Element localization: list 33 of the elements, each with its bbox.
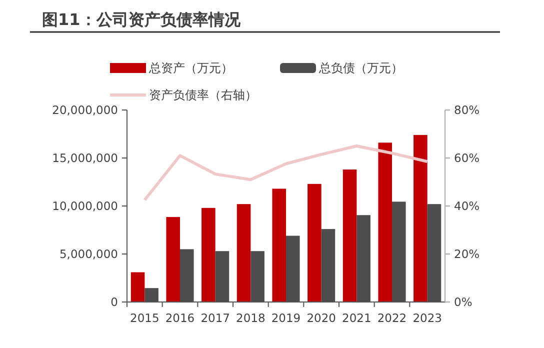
bar	[414, 134, 428, 302]
y2-tick-label: 40%	[454, 199, 480, 214]
line-series	[143, 144, 429, 202]
bar	[166, 217, 180, 302]
bar	[130, 272, 145, 302]
legend-label: 资产负债率（右轴）	[149, 88, 257, 102]
y2-tick-label: 80%	[454, 103, 480, 118]
x-tick-label: 2016	[165, 311, 195, 325]
chart-title: 图11：公司资产负债率情况	[42, 10, 242, 29]
y-tick-label: 15,000,000	[52, 151, 118, 166]
bar	[342, 170, 357, 302]
x-tick-label: 2020	[306, 311, 336, 325]
bar	[272, 188, 286, 302]
bar	[308, 184, 322, 302]
legend-label: 总资产（万元）	[148, 61, 233, 76]
y2-tick-label: 0%	[454, 295, 472, 310]
legend-label: 总负债（万元）	[318, 61, 403, 76]
bar	[236, 204, 251, 302]
x-tick-label: 2018	[236, 311, 266, 325]
x-tick-label: 2019	[271, 311, 301, 325]
bar	[378, 142, 392, 302]
y-tick-label: 5,000,000	[59, 247, 118, 262]
y-tick-label: 10,000,000	[52, 199, 118, 214]
y-tick-label: 20,000,000	[52, 103, 118, 118]
x-tick-label: 2021	[342, 311, 372, 325]
y2-tick-label: 20%	[454, 247, 480, 262]
x-tick-label: 2022	[377, 311, 407, 325]
y2-tick-label: 60%	[454, 151, 480, 166]
x-tick-label: 2017	[200, 311, 230, 325]
x-tick-label: 2015	[130, 311, 160, 325]
bar	[202, 208, 216, 302]
x-tick-label: 2023	[412, 311, 442, 325]
y-tick-label: 0	[110, 295, 118, 310]
